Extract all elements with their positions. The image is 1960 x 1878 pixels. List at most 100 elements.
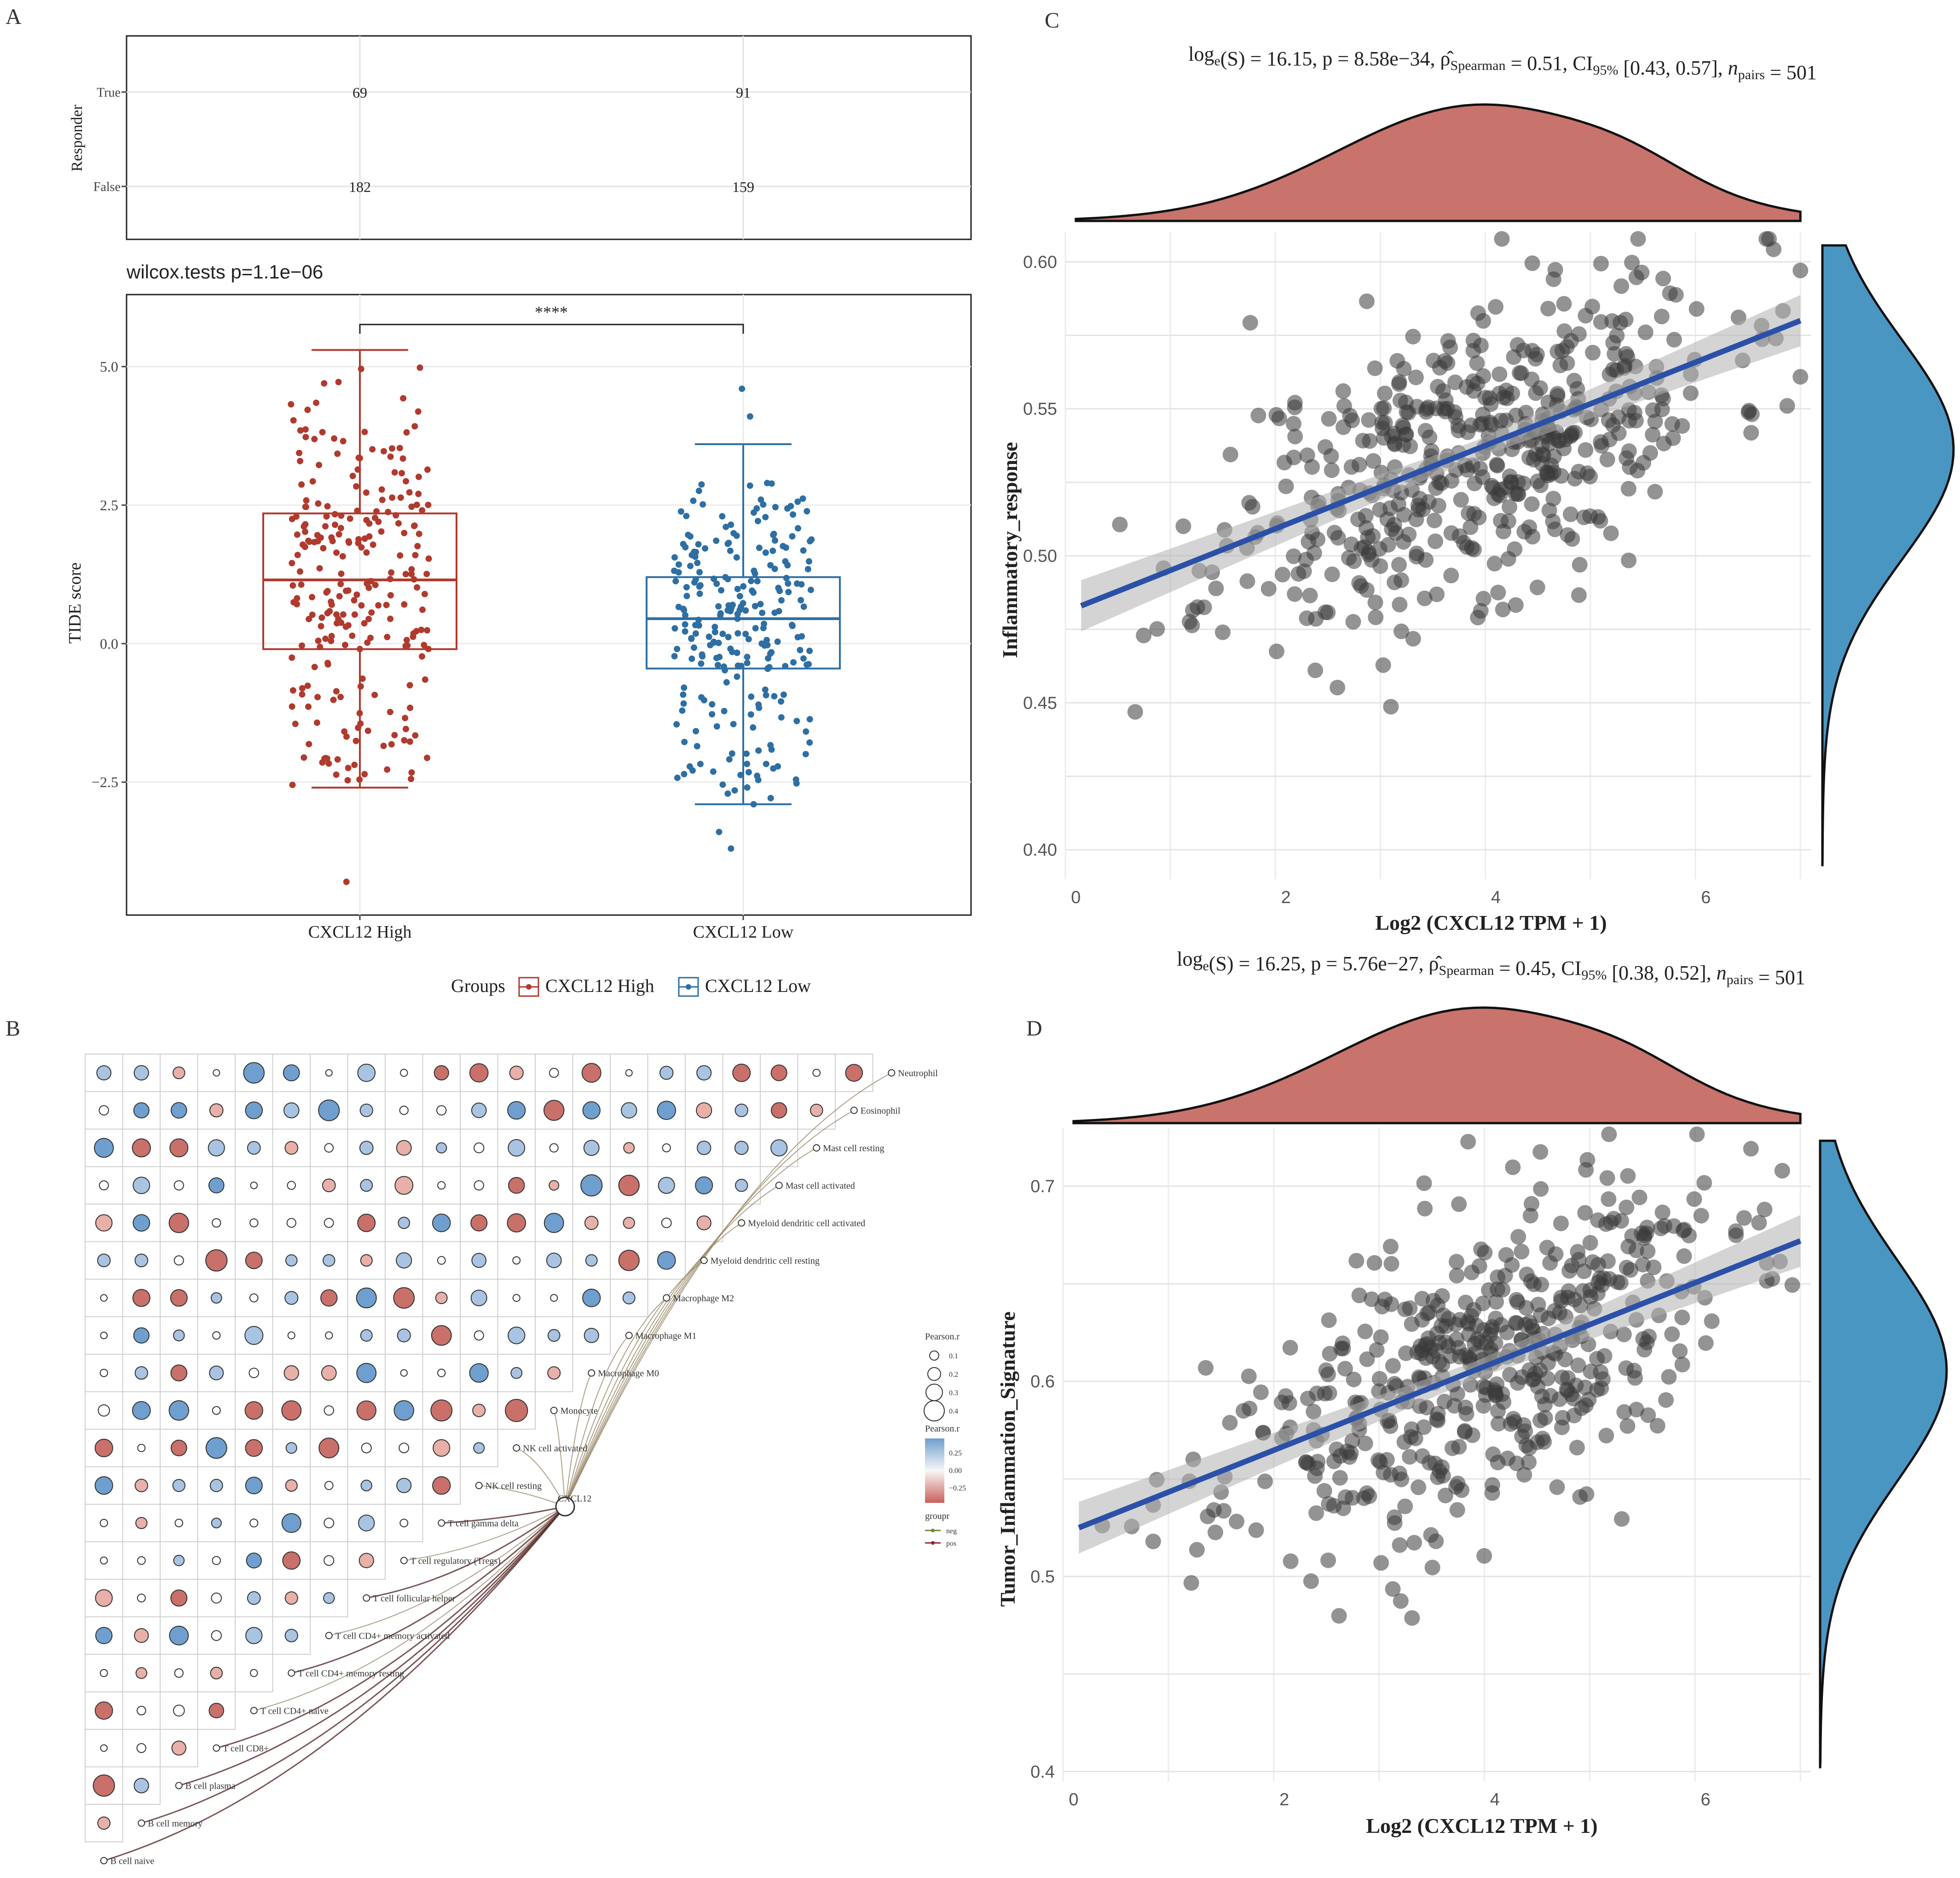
scatter-point [1628,1242,1644,1258]
data-point [421,642,428,649]
scatter-point [1496,389,1512,406]
data-point [713,537,720,544]
data-point [790,659,797,666]
data-point [324,503,331,510]
scatter-point [1416,1175,1432,1191]
data-point [298,581,305,588]
corr-circle [205,1249,228,1272]
scatter-point [1351,1287,1367,1304]
data-point [725,539,732,546]
scatter-point [1393,572,1409,588]
grid-cell [235,1391,273,1430]
corr-circle [396,1478,412,1493]
scatter-point [1396,361,1412,377]
corr-circle [212,1331,221,1340]
cxcl12-node-label: CXCL12 [558,1494,591,1504]
x-tick-label: 0 [1071,888,1081,907]
corr-circle [97,1816,111,1830]
data-point [743,750,750,757]
scatter-point [1429,1325,1445,1341]
data-point [404,642,411,649]
data-point [798,597,804,603]
corr-circle [507,1101,526,1120]
scatter-point [1423,443,1440,459]
corr-circle [97,1253,111,1268]
scatter-point [1616,1404,1632,1420]
table-row-label-false: False [93,180,121,194]
stats-segment: 95% [1581,968,1607,983]
group-legend-title: groupr [925,1511,950,1521]
data-point [421,591,428,597]
data-point [388,445,395,452]
link-curve [565,1335,630,1507]
y-density-curve [1821,244,1955,866]
boxplot-y-ticks: −2.5 0.0 2.5 5.0 [92,358,127,790]
corr-circle [323,1592,335,1604]
data-point [682,621,688,628]
scatter-point [1674,1310,1690,1326]
cell-anchor-circle [550,1407,558,1414]
d-xlabel: Log2 (CXCL12 TPM + 1) [1366,1814,1597,1837]
data-point [297,427,304,434]
scatter-point [1214,624,1231,640]
x-tick-label: 6 [1701,1790,1711,1809]
scatter-point [1324,462,1340,478]
data-point [742,607,749,614]
scatter-point [1385,1358,1401,1374]
data-point [339,553,346,560]
data-point [709,711,716,718]
scatter-point [1411,1479,1427,1495]
scatter-point [1564,425,1580,441]
data-point [750,724,757,731]
corr-circle [210,1666,223,1680]
scatter-point [1281,1395,1297,1411]
scatter-point [1470,609,1486,626]
data-point [714,661,721,668]
corr-circle [170,1589,188,1607]
data-point [333,549,340,556]
corr-circle [99,1519,108,1527]
stats-segment: [0.43, 0.57], [1618,57,1728,79]
corr-circle [133,1778,149,1793]
scatter-point [1368,609,1384,626]
scatter-point [1613,1511,1630,1527]
cell-label: Macrophage M0 [598,1368,659,1379]
data-point [399,470,405,476]
data-point [757,601,764,608]
scatter-point [1427,512,1443,528]
scatter-point [1197,1360,1214,1376]
data-point [424,627,431,634]
data-point [677,508,684,515]
data-point [733,532,740,539]
data-point [709,701,716,708]
data-point [727,645,734,652]
data-point [298,481,305,488]
scatter-point [1434,1459,1450,1475]
corr-circle [287,1181,296,1190]
scatter-point [1331,1608,1347,1624]
link-curve [366,1506,566,1599]
data-point [372,581,379,588]
scatter-point [1382,1239,1399,1255]
data-point [410,633,416,640]
scatter-point [1440,1310,1457,1327]
data-point [671,568,678,574]
corr-circle [618,1250,640,1271]
corr-circle [212,1406,221,1415]
data-point [401,601,408,608]
cell-label: B cell plasma [185,1781,236,1791]
corr-circle [474,1330,484,1341]
scatter-point [1504,1257,1520,1273]
data-point [697,760,704,767]
scatter-point [1509,1292,1525,1308]
size-legend-circle [927,1367,941,1381]
cell-anchor-circle [138,1819,145,1827]
scatter-point [1566,372,1582,388]
scatter-point [1429,586,1445,603]
corr-circle [734,1141,749,1155]
panel-label-c: C [1045,8,1059,33]
scatter-point [1359,1351,1375,1367]
scatter-point [1545,491,1561,507]
scatter-point [1449,1331,1465,1347]
data-point [311,435,318,442]
